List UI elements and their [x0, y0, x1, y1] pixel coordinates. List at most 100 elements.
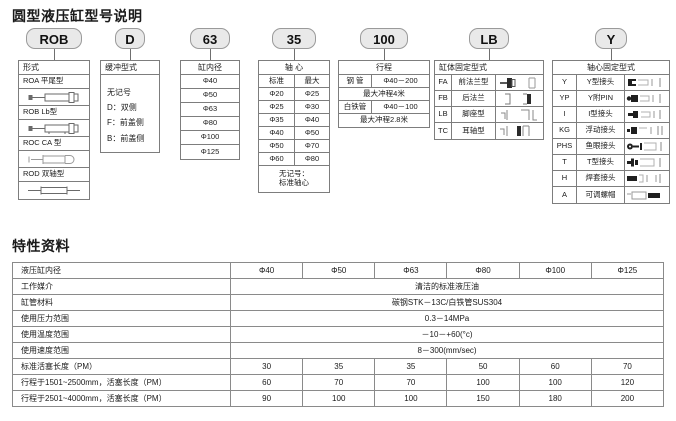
shaft-note-line: 标准轴心 [279, 178, 309, 187]
t-joint-icon [625, 155, 669, 170]
rod-eye-icon [625, 139, 669, 154]
cushion-table: 缓冲型式 无记号 D：双侧 F：前盖侧 B：前盖侧 [100, 60, 160, 153]
table-cell: 180 [518, 390, 592, 407]
y-with-pin-icon [625, 91, 669, 106]
rear-flange-icon [496, 91, 543, 106]
row-label: 行程于1501~2500mm，活塞长度（PM） [12, 374, 231, 391]
form-item-label: ROA 平尾型 [19, 75, 89, 89]
form-item-label: ROD 双轴型 [19, 168, 89, 182]
body-mount-code: FA [435, 75, 452, 90]
body-mount-label: 前法兰型 [452, 75, 496, 90]
table-cell: 35 [302, 358, 376, 375]
cushion-option: 无记号 [107, 88, 131, 97]
bore-value: Φ80 [181, 117, 239, 131]
table-cell: 100 [302, 390, 376, 407]
table-cell-span: 8－300(mm/sec) [230, 342, 664, 359]
section-rod-end: Y 轴心固定型式 Y Y型接头 YP Y附PIN I I型接头 [552, 28, 670, 204]
pill-shaft: 35 [272, 28, 316, 49]
pill-stroke: 100 [360, 28, 408, 49]
weld-socket-icon [625, 171, 669, 186]
rod-end-label: I型接头 [577, 107, 625, 122]
bore-value: Φ100 [181, 131, 239, 145]
form-table: 形式 ROA 平尾型 ROB Lb型 ROC CA 型 [18, 60, 90, 200]
table-row: 液压缸内径 Φ40 Φ50 Φ63 Φ80 Φ100 Φ125 [12, 262, 665, 279]
body-mount-code: FB [435, 91, 452, 106]
section-shaft: 35 轴 心 标准 最大 Φ20 Φ25 Φ25 Φ30 Φ35 Φ40 Φ40 [258, 28, 330, 193]
stroke-note: 最大冲程4米 [339, 88, 429, 101]
section-body-mount: LB 缸体固定型式 FA 前法兰型 FB 后法兰 [434, 28, 544, 140]
rod-end-row: KG 浮动接头 [553, 123, 669, 139]
characteristics-table: 液压缸内径 Φ40 Φ50 Φ63 Φ80 Φ100 Φ125 工作媒介 清洁的… [12, 262, 665, 407]
body-mount-code: LB [435, 107, 452, 122]
shaft-max: Φ80 [304, 153, 320, 163]
table-cell: 30 [229, 358, 304, 375]
rod-end-row: I I型接头 [553, 107, 669, 123]
row-label: 液压缸内径 [12, 262, 231, 279]
body-mount-label: 后法兰 [452, 91, 496, 106]
shaft-pair-row: Φ60 Φ80 [259, 153, 329, 166]
table-cell: 100 [374, 390, 448, 407]
table-cell: Φ50 [302, 262, 376, 279]
connector-line-form [53, 49, 55, 60]
body-mount-table: 缸体固定型式 FA 前法兰型 FB 后法兰 [434, 60, 544, 140]
body-mount-row: FA 前法兰型 [435, 75, 543, 91]
rod-end-code: I [553, 107, 577, 122]
shaft-standard: Φ60 [259, 153, 295, 165]
bore-value: Φ125 [200, 146, 220, 156]
cushion-option: D：双侧 [107, 103, 137, 113]
table-cell: 100 [518, 374, 592, 391]
rod-end-row: YP Y附PIN [553, 91, 669, 107]
rod-end-code: H [553, 171, 577, 186]
shaft-max: Φ30 [304, 101, 320, 111]
shaft-subheader-max: 最大 [304, 75, 320, 85]
rod-end-label: T型接头 [577, 155, 625, 170]
table-row: 标准活塞长度（PM） 30 35 35 50 60 70 [12, 358, 665, 375]
stroke-tube-type: 白铁管 [339, 101, 372, 113]
stroke-table: 行程 钢 管 Φ40－200 最大冲程4米 白铁管 Φ40－100 最大冲程2.… [338, 60, 430, 128]
page-title: 圆型液压缸型号说明 [12, 8, 143, 24]
cushion-header: 缓冲型式 [101, 61, 159, 75]
pill-body-mount: LB [469, 28, 509, 49]
section-cushion: D 缓冲型式 无记号 D：双侧 F：前盖侧 B：前盖侧 [100, 28, 160, 153]
section-bore: 63 缸内径 Φ40 Φ50 Φ63 Φ80 Φ100 Φ125 [180, 28, 240, 160]
shaft-header: 轴 心 [259, 61, 329, 75]
section-stroke: 100 行程 钢 管 Φ40－200 最大冲程4米 白铁管 Φ40－100 最大… [338, 28, 430, 128]
foot-mount-icon [496, 107, 543, 122]
rod-end-code: Y [553, 75, 577, 90]
shaft-pair-row: Φ40 Φ50 [259, 127, 329, 140]
cylinder-lb-icon [19, 120, 89, 137]
shaft-pair-row: Φ25 Φ30 [259, 101, 329, 114]
stroke-range: Φ40－100 [383, 101, 418, 111]
pill-form: ROB [26, 28, 82, 49]
shaft-note-line: 无记号： [279, 169, 309, 179]
table-cell: 50 [446, 358, 520, 375]
table-cell: 70 [302, 374, 376, 391]
spec-section-title: 特性资料 [12, 238, 70, 254]
body-mount-label: 耳轴型 [452, 123, 496, 139]
body-mount-label: 脚座型 [452, 107, 496, 122]
shaft-standard: Φ25 [259, 101, 295, 113]
rod-end-code: PHS [553, 139, 577, 154]
rod-end-label: Y型接头 [577, 75, 625, 90]
bore-value: Φ40 [181, 75, 239, 89]
row-label: 使用温度范围 [12, 326, 231, 343]
stroke-row: 钢 管 Φ40－200 [339, 75, 429, 88]
table-row: 缸管材料 碳钢STK－13C/白铁管SUS304 [12, 294, 664, 311]
trunnion-icon [496, 123, 543, 139]
table-cell: Φ125 [590, 262, 665, 279]
table-cell: 60 [518, 358, 592, 375]
stroke-header: 行程 [339, 61, 429, 75]
shaft-max: Φ50 [304, 127, 320, 137]
table-cell: Φ40 [229, 262, 304, 279]
shaft-standard: Φ50 [259, 140, 295, 152]
table-cell: 150 [446, 390, 520, 407]
adjustable-nut-icon [625, 187, 669, 203]
row-label: 缸管材料 [12, 294, 231, 311]
form-item-label: ROC CA 型 [19, 137, 89, 151]
rod-end-label: 焊套接头 [577, 171, 625, 186]
body-mount-row: TC 耳轴型 [435, 123, 543, 139]
shaft-pair-row: Φ35 Φ40 [259, 114, 329, 127]
stroke-row: 白铁管 Φ40－100 [339, 101, 429, 114]
y-clevis-icon [625, 75, 669, 90]
connector-line-rod-end [610, 49, 612, 60]
